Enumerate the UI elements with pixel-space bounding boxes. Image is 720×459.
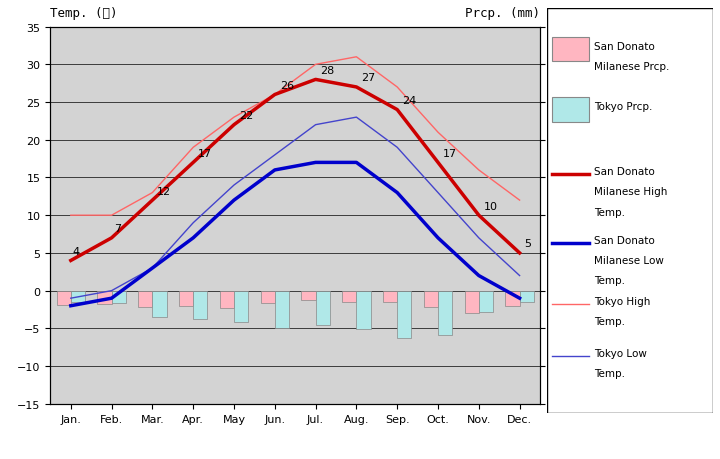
Bar <box>552 38 589 62</box>
Text: Temp.: Temp. <box>593 369 624 379</box>
Bar <box>97 291 112 304</box>
Text: 4: 4 <box>73 246 80 257</box>
Text: Prcp. (mm): Prcp. (mm) <box>465 7 540 20</box>
Bar <box>261 291 275 303</box>
Text: Temp. (℃): Temp. (℃) <box>50 7 118 20</box>
Text: 17: 17 <box>198 149 212 158</box>
Text: 22: 22 <box>239 111 253 121</box>
Bar <box>193 291 207 319</box>
Text: San Donato: San Donato <box>593 235 654 246</box>
Bar <box>356 291 371 329</box>
Bar <box>397 291 412 338</box>
Bar <box>153 291 166 318</box>
Bar <box>275 291 289 328</box>
Bar <box>112 291 126 304</box>
Bar <box>342 291 356 303</box>
Bar <box>464 291 479 313</box>
Text: 10: 10 <box>484 201 498 211</box>
Bar <box>438 291 452 336</box>
Bar <box>71 291 85 303</box>
Bar <box>505 291 520 307</box>
Bar <box>179 291 193 306</box>
Text: Temp.: Temp. <box>593 276 624 286</box>
Text: Milanese Low: Milanese Low <box>593 256 663 266</box>
Bar <box>479 291 493 312</box>
Text: 27: 27 <box>361 73 376 83</box>
Text: Tokyo Low: Tokyo Low <box>593 348 647 358</box>
Text: Tokyo Prcp.: Tokyo Prcp. <box>593 102 652 112</box>
Text: San Donato: San Donato <box>593 41 654 51</box>
Text: 24: 24 <box>402 96 416 106</box>
Text: Temp.: Temp. <box>593 316 624 326</box>
Text: 28: 28 <box>320 66 335 76</box>
Text: 5: 5 <box>524 239 531 249</box>
Bar <box>520 291 534 302</box>
Text: Tokyo High: Tokyo High <box>593 296 650 306</box>
Text: San Donato: San Donato <box>593 167 654 177</box>
Bar <box>57 291 71 305</box>
Bar <box>315 291 330 326</box>
Text: 12: 12 <box>157 186 171 196</box>
Text: 26: 26 <box>279 81 294 91</box>
Bar <box>234 291 248 322</box>
Bar <box>423 291 438 308</box>
Bar <box>552 98 589 122</box>
Text: 17: 17 <box>443 149 457 158</box>
Bar <box>220 291 234 308</box>
Text: Milanese High: Milanese High <box>593 187 667 197</box>
Text: Milanese Prcp.: Milanese Prcp. <box>593 62 669 72</box>
Bar <box>383 291 397 303</box>
Bar <box>138 291 153 308</box>
Text: Temp.: Temp. <box>593 207 624 217</box>
Text: 7: 7 <box>114 224 121 234</box>
Bar <box>302 291 315 300</box>
